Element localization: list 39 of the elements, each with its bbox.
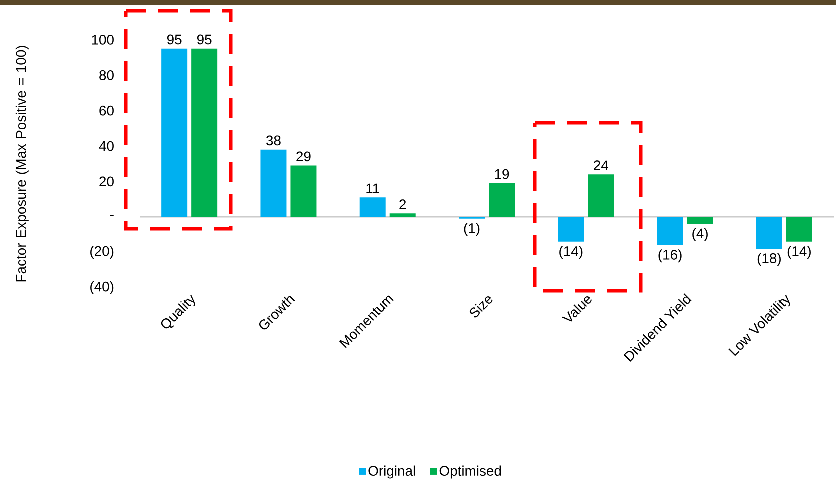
bar: [687, 217, 714, 224]
data-label: 11: [366, 184, 380, 194]
x-tick-label: Size: [470, 296, 493, 318]
y-tick-label: 60: [100, 106, 114, 116]
y-tick-label: 100: [92, 35, 114, 45]
bar: [162, 48, 188, 218]
legend-label: Original: [368, 466, 416, 479]
y-tick-label: -: [110, 215, 114, 216]
bar: [290, 166, 317, 218]
y-axis-title: Factor Exposure (Max Positive = 100): [16, 46, 29, 282]
data-label: (18): [758, 253, 781, 266]
data-label: (14): [560, 246, 583, 260]
data-label: (14): [788, 246, 811, 260]
bar: [390, 214, 416, 218]
bar: [756, 217, 782, 250]
data-label: 24: [594, 160, 608, 170]
y-tick-label: (40): [90, 281, 114, 294]
data-label: 38: [266, 136, 281, 146]
data-label: 29: [296, 152, 311, 162]
bar: [588, 174, 614, 218]
bar: [489, 183, 516, 218]
data-label: 95: [197, 34, 212, 45]
bar: [260, 150, 287, 218]
legend-label: Optimised: [440, 466, 502, 479]
data-label: 2: [400, 200, 406, 210]
data-label: (4): [692, 228, 708, 242]
y-tick-label: 80: [100, 70, 114, 80]
bar: [558, 217, 584, 242]
data-label: 19: [495, 169, 510, 180]
y-tick-label: 40: [99, 141, 114, 152]
bar: [192, 48, 218, 218]
bar: [657, 217, 684, 246]
data-label: (1): [464, 223, 480, 236]
bar: [786, 217, 812, 242]
y-tick-label: 20: [100, 176, 114, 187]
bar: [360, 198, 386, 218]
data-label: 95: [167, 34, 182, 45]
y-tick-label: (20): [90, 246, 114, 260]
data-label: (16): [658, 250, 682, 263]
